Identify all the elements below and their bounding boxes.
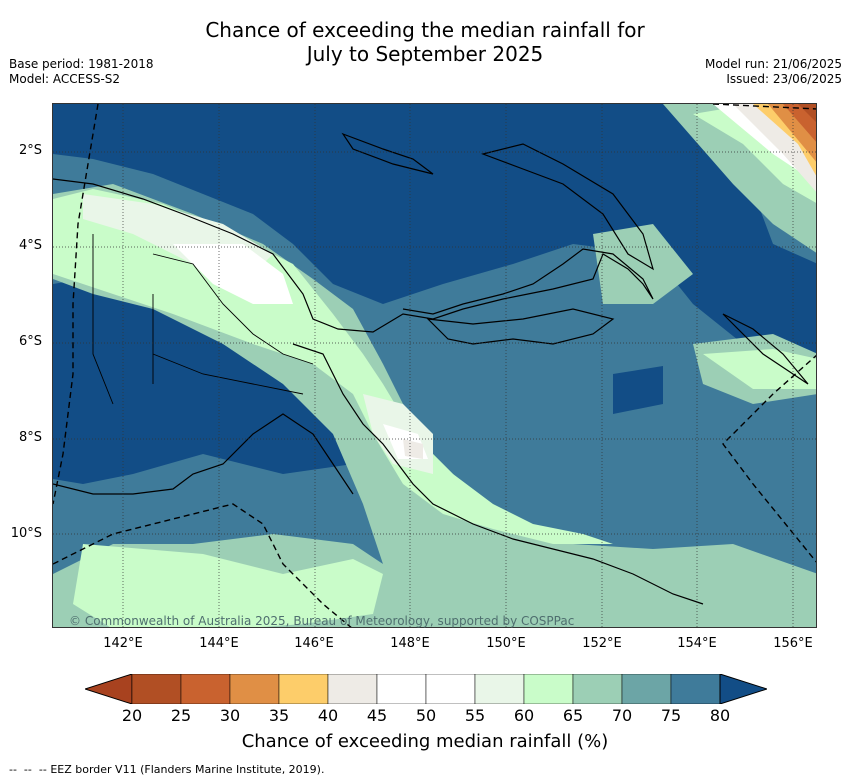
lon-label-148e: 148°E [390,636,430,651]
eez-borders [53,104,816,627]
model-run: Model run: 21/06/2025 [704,57,842,71]
colorbar-seg-45-50 [376,674,427,704]
colorbar-seg-65-70 [572,674,623,704]
meta-right: Model run: 21/06/2025 Issued: 23/06/2025 [705,57,842,87]
eez-east [722,354,816,563]
lat-label-8s: 8°S [18,430,42,445]
colorbar-seg-40-45 [327,674,378,704]
new-ireland [480,143,654,271]
border-d [92,234,114,405]
colorbar-seg-25-30 [180,674,231,704]
eez-legend-line-icon: -- -- -- [9,763,51,776]
base-period: Base period: 1981-2018 [9,57,154,71]
colorbar-tick-20: 20 [121,706,143,725]
colorbar-seg-20-25 [131,674,182,704]
colorbar-tick-55: 55 [464,706,486,725]
colorbar-min-arrow [85,674,133,704]
colorbar-label: Chance of exceeding median rainfall (%) [241,731,609,752]
rainfall-contour-map [53,104,816,627]
papua-south-coast [53,413,354,495]
contour-60-65-south [73,544,383,627]
colorbar-seg-55-60 [474,674,525,704]
colorbar-tick-30: 30 [219,706,241,725]
lon-label-146e: 146°E [294,636,334,651]
contour-60-65 [53,189,613,544]
border-a [152,253,314,365]
colorbar-seg-75-80 [670,674,721,704]
colorbar-seg-30-35 [229,674,280,704]
new-hanover [341,132,434,175]
colorbar-seg-70-75 [621,674,672,704]
eez-legend-text: EEZ border V11 (Flanders Marine Institut… [50,763,325,776]
colorbar-tick-50: 50 [415,706,437,725]
contour-65-70-east [593,224,693,304]
png-north-coast [53,178,654,333]
eez-legend: -- -- -- EEZ border V11 (Flanders Marine… [9,763,324,776]
eez-south [53,503,352,627]
meta-left: Base period: 1981-2018 Model: ACCESS-S2 [9,57,154,87]
colorbar-tick-70: 70 [611,706,633,725]
contour-75-80-east [613,366,663,414]
colorbar-seg-50-55 [425,674,476,704]
colorbar-segments [131,674,721,704]
colorbar [85,674,767,704]
colorbar-tick-45: 45 [366,706,388,725]
lon-label-156e: 156°E [773,636,813,651]
rainfall-map[interactable] [52,103,817,628]
colorbar-seg-35-40 [278,674,329,704]
eez-north [712,104,816,110]
colorbar-tick-80: 80 [709,706,731,725]
lat-label-6s: 6°S [18,334,42,349]
model-name: Model: ACCESS-S2 [9,72,121,86]
contour-20-25-ne [798,104,816,122]
lon-label-154e: 154°E [677,636,717,651]
province-borders [92,234,314,405]
lat-label-4s: 4°S [18,238,42,253]
coastlines [53,132,809,605]
issued-date: Issued: 23/06/2025 [726,72,842,86]
colorbar-tick-40: 40 [317,706,339,725]
lon-label-150e: 150°E [486,636,526,651]
gridlines [53,104,816,627]
lon-label-152e: 152°E [582,636,622,651]
map-title-line2: July to September 2025 [306,42,544,66]
lon-label-142e: 142°E [103,636,143,651]
eez-west [53,104,99,505]
colorbar-tick-25: 25 [170,706,192,725]
colorbar-tick-75: 75 [660,706,682,725]
colorbar-max-arrow [719,674,767,704]
lat-label-2s: 2°S [18,143,42,158]
colorbar-tick-60: 60 [513,706,535,725]
colorbar-tick-35: 35 [268,706,290,725]
map-title-line1: Chance of exceeding the median rainfall … [205,18,645,42]
contour-75-80-north [53,104,816,354]
border-b [152,353,304,395]
lon-label-144e: 144°E [199,636,239,651]
map-title: Chance of exceeding the median rainfall … [0,18,850,66]
contour-45-50-central [403,439,423,459]
lat-label-10s: 10°S [10,526,42,541]
contour-75-80-west [53,274,353,484]
png-south-coast [292,343,704,605]
colorbar-seg-60-65 [523,674,574,704]
contour-50-55-west [173,244,293,304]
bougainville [722,313,809,385]
colorbar-tick-65: 65 [562,706,584,725]
copyright-notice: © Commonwealth of Australia 2025, Bureau… [69,614,575,628]
